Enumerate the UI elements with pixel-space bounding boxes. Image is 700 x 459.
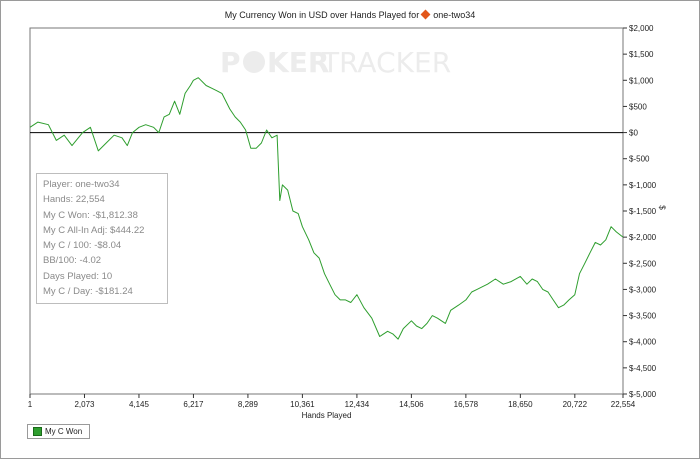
x-tick-label: 16,578 <box>454 400 479 409</box>
y-tick-label: $-2,500 <box>629 259 657 268</box>
y-tick-label: $500 <box>629 102 647 111</box>
y-tick-label: $-1,000 <box>629 181 657 190</box>
x-axis-title: Hands Played <box>301 411 352 420</box>
stat-allin-adj: My C All-In Adj: $444.22 <box>43 224 145 236</box>
y-tick-label: $1,000 <box>629 76 654 85</box>
x-tick-label: 22,554 <box>611 400 636 409</box>
pokerstars-site-icon <box>420 9 431 20</box>
y-tick-label: $-3,500 <box>629 312 657 321</box>
watermark-chip-icon <box>243 51 265 73</box>
watermark-tracker: TRACKER <box>321 46 451 79</box>
stat-hands: Hands: 22,554 <box>43 194 105 206</box>
y-tick-label: $-3,000 <box>629 285 657 294</box>
stat-per-day: My C / Day: -$181.24 <box>43 286 133 298</box>
stats-panel: Player: one-two34 Hands: 22,554 My C Won… <box>36 173 168 305</box>
watermark-p: P <box>220 46 241 79</box>
x-tick-label: 18,650 <box>508 400 533 409</box>
stat-bb-100: BB/100: -4.02 <box>43 255 102 267</box>
x-tick-label: 10,361 <box>290 400 315 409</box>
watermark-ker: KER <box>267 46 329 79</box>
x-tick-label: 20,722 <box>563 400 588 409</box>
y-tick-label: $-2,000 <box>629 233 657 242</box>
y-tick-label: $2,000 <box>629 24 654 33</box>
y-tick-label: $1,500 <box>629 50 654 59</box>
y-tick-label: $-500 <box>629 155 650 164</box>
x-tick-label: 8,289 <box>238 400 259 409</box>
plot-area: 1 2,073 4,145 6,217 8,289 10,361 12,434 14,506 1… <box>28 24 657 409</box>
x-tick-label: 1 <box>28 400 33 409</box>
legend[interactable]: My C Won <box>27 424 91 440</box>
legend-swatch <box>33 427 42 437</box>
y-tick-label: $-4,500 <box>629 364 657 373</box>
x-tick-label: 14,506 <box>399 400 424 409</box>
series-line-my-c-won <box>29 77 624 340</box>
y-tick-label: $-5,000 <box>629 390 657 399</box>
y-tick-label: $-1,500 <box>629 207 657 216</box>
x-tick-label: 4,145 <box>129 400 150 409</box>
chart-title: My Currency Won in USD over Hands Played… <box>0 9 700 20</box>
stat-days: Days Played: 10 <box>43 270 113 282</box>
x-tick-label: 6,217 <box>183 400 204 409</box>
y-axis-title: $ <box>657 205 667 210</box>
y-tick-label: $-4,000 <box>629 338 657 347</box>
y-tick-label: $0 <box>629 129 638 138</box>
title-player-name: one-two34 <box>433 10 476 20</box>
x-tick-label: 12,434 <box>345 400 370 409</box>
x-tick-label: 2,073 <box>74 400 95 409</box>
stat-won: My C Won: -$1,812.38 <box>43 209 138 221</box>
stat-per-100: My C / 100: -$8.04 <box>43 240 122 252</box>
title-prefix: My Currency Won in USD over Hands Played… <box>224 10 420 20</box>
legend-label: My C Won <box>45 427 83 436</box>
stat-player: Player: one-two34 <box>43 179 120 190</box>
